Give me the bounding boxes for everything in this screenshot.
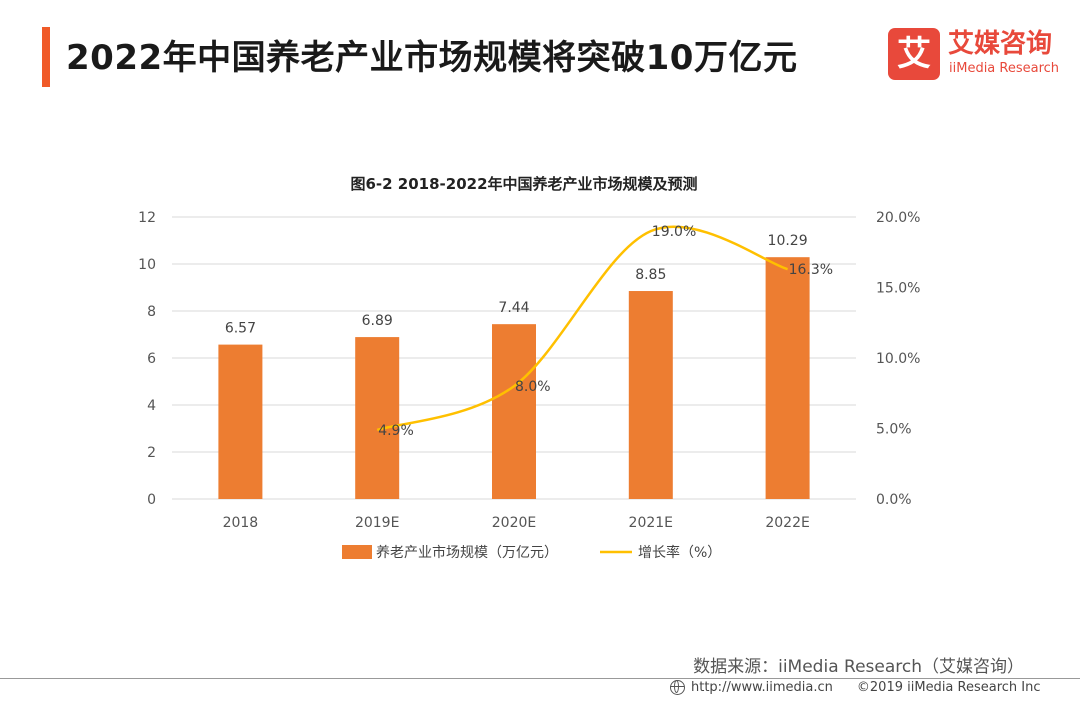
bar-data-label: 10.29 — [768, 233, 808, 249]
y-right-tick-label: 5.0% — [876, 422, 912, 438]
bar — [492, 324, 536, 499]
page-title: 2022年中国养老产业市场规模将突破10万亿元 — [66, 38, 798, 78]
footer-copyright: ©2019 iiMedia Research Inc — [856, 680, 1041, 695]
bar — [628, 291, 673, 499]
bar — [355, 337, 400, 499]
bar-data-label: 8.85 — [635, 267, 666, 283]
line-data-label: 16.3% — [789, 262, 833, 278]
footer-url[interactable]: http://www.iimedia.cn — [691, 680, 833, 695]
title-accent-bar — [42, 27, 50, 87]
y-right-tick-label: 15.0% — [876, 281, 920, 297]
legend-label-line: 增长率（%） — [638, 544, 721, 561]
y-left-tick-label: 10 — [138, 257, 156, 273]
legend-swatch-bar — [342, 545, 372, 559]
logo-name-cn: 艾媒咨询 — [948, 29, 1053, 59]
legend-label-bar: 养老产业市场规模（万亿元） — [376, 544, 558, 561]
bar — [765, 257, 810, 499]
bar-data-label: 7.44 — [498, 300, 529, 316]
logo-name-en: iiMedia Research — [949, 61, 1060, 76]
footer: http://www.iimedia.cn ©2019 iiMedia Rese… — [670, 680, 1041, 695]
y-left-tick-label: 8 — [147, 304, 156, 320]
bar-data-label: 6.89 — [362, 313, 393, 329]
y-right-tick-label: 0.0% — [876, 492, 912, 508]
chart-title: 图6-2 2018-2022年中国养老产业市场规模及预测 — [350, 175, 697, 193]
line-data-label: 4.9% — [378, 423, 414, 439]
y-left-tick-label: 0 — [147, 492, 156, 508]
y-right-tick-label: 10.0% — [876, 351, 920, 367]
y-left-tick-label: 4 — [147, 398, 156, 414]
bar-data-label: 6.57 — [225, 321, 256, 337]
y-left-tick-label: 2 — [147, 445, 156, 461]
globe-icon — [670, 680, 685, 695]
line-data-label: 19.0% — [652, 224, 696, 240]
data-source: 数据来源：iiMedia Research（艾媒咨询） — [693, 657, 1024, 677]
x-tick-label: 2018 — [223, 515, 259, 531]
brand-logo: 艾 艾媒咨询 iiMedia Research — [888, 28, 1064, 82]
x-tick-label: 2020E — [492, 515, 536, 531]
x-tick-label: 2019E — [355, 515, 399, 531]
y-left-tick-label: 6 — [147, 351, 156, 367]
line-data-label: 8.0% — [515, 379, 551, 395]
bar — [218, 344, 263, 499]
y-left-tick-label: 12 — [138, 210, 156, 226]
growth-rate-line — [376, 225, 788, 432]
footer-divider — [0, 678, 1080, 679]
x-tick-label: 2021E — [629, 515, 673, 531]
y-right-tick-label: 20.0% — [876, 210, 920, 226]
x-tick-label: 2022E — [765, 515, 809, 531]
logo-mark: 艾 — [888, 28, 940, 80]
combo-chart: 图6-2 2018-2022年中国养老产业市场规模及预测 0 2 4 6 8 10 12 0.0… — [138, 175, 920, 561]
